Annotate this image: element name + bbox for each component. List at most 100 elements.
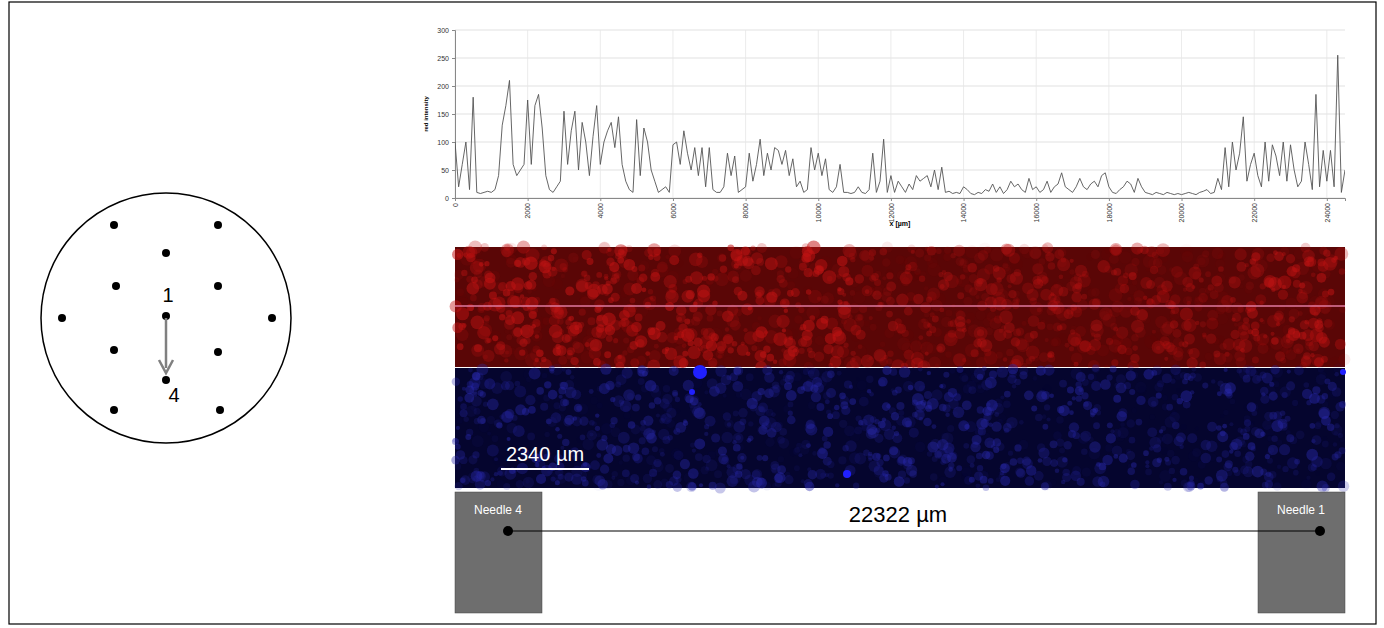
texture: [912, 299, 918, 305]
texture: [471, 344, 484, 357]
texture: [1187, 349, 1193, 355]
texture: [631, 425, 641, 435]
texture: [1069, 346, 1074, 351]
texture: [837, 256, 848, 267]
texture: [1314, 320, 1323, 329]
texture: [648, 289, 653, 294]
texture: [1162, 288, 1168, 294]
texture: [833, 331, 847, 345]
texture: [535, 334, 540, 339]
texture: [787, 290, 794, 297]
texture: [907, 244, 915, 252]
texture: [1004, 267, 1012, 275]
texture: [638, 264, 645, 271]
grid-line: [890, 30, 891, 198]
grid-line: [818, 30, 819, 198]
texture: [1280, 247, 1289, 256]
texture: [596, 324, 605, 333]
texture: [1129, 389, 1135, 395]
texture: [1127, 297, 1131, 301]
texture: [1296, 430, 1305, 439]
texture: [764, 330, 778, 344]
texture: [1172, 337, 1182, 347]
texture: [1251, 328, 1259, 336]
texture: [594, 475, 605, 486]
texture: [1067, 401, 1072, 406]
texture: [482, 350, 494, 362]
texture: [1301, 479, 1312, 490]
texture: [569, 316, 574, 321]
texture: [1058, 248, 1067, 257]
texture: [623, 337, 629, 343]
x-tick-mark: [600, 198, 601, 201]
texture: [944, 247, 951, 254]
profile-line: [455, 305, 1345, 307]
texture: [1286, 254, 1295, 263]
texture: [1287, 266, 1301, 280]
texture: [1258, 343, 1269, 354]
texture: [1302, 329, 1314, 341]
texture: [1292, 400, 1298, 406]
texture: [1204, 294, 1211, 301]
x-tick-label: 2000: [524, 203, 531, 219]
texture: [622, 350, 627, 355]
texture: [553, 402, 560, 409]
texture: [740, 270, 752, 282]
texture: [598, 353, 608, 363]
texture: [496, 303, 505, 312]
texture: [1173, 347, 1183, 357]
texture: [1110, 323, 1117, 330]
grid-line: [600, 30, 601, 198]
texture: [1048, 352, 1055, 359]
y-tick: 100: [437, 139, 455, 146]
texture: [953, 353, 966, 366]
texture: [525, 353, 539, 367]
texture: [1186, 357, 1197, 368]
texture: [618, 355, 622, 359]
texture: [1339, 306, 1346, 313]
texture: [618, 320, 626, 328]
texture: [544, 381, 551, 388]
y-tick: 250: [437, 55, 455, 62]
texture: [675, 455, 681, 461]
texture: [1303, 382, 1309, 388]
x-tick: 18000: [1106, 198, 1113, 222]
y-tick-mark: [452, 30, 455, 31]
texture: [657, 262, 668, 273]
texture: [723, 394, 727, 398]
texture: [1216, 456, 1222, 462]
texture: [631, 322, 642, 333]
texture: [1234, 248, 1246, 260]
texture: [1270, 336, 1284, 350]
texture: [549, 298, 555, 304]
x-tick-label: 16000: [1033, 203, 1040, 223]
texture: [1245, 263, 1249, 267]
texture: [920, 302, 931, 313]
texture: [511, 277, 524, 290]
texture: [838, 266, 849, 277]
texture: [1076, 396, 1082, 402]
needle-diagram: 14: [41, 193, 291, 443]
texture: [1286, 430, 1291, 435]
plot-marks: [455, 55, 1345, 194]
grid-line: [1254, 30, 1255, 198]
texture: [570, 375, 574, 379]
texture: [637, 366, 649, 378]
texture: [963, 443, 969, 449]
texture: [631, 266, 637, 272]
texture: [756, 258, 764, 266]
texture: [529, 311, 537, 319]
texture: [639, 273, 648, 282]
texture: [686, 319, 694, 327]
texture: [925, 246, 929, 250]
texture: [857, 380, 867, 390]
texture: [1094, 462, 1106, 474]
x-tick-label: 22000: [1251, 203, 1258, 223]
needle-dot: [268, 314, 276, 322]
texture: [1039, 352, 1049, 362]
texture: [869, 256, 874, 261]
texture: [782, 329, 793, 340]
needle-dot: [214, 282, 222, 290]
texture: [1232, 302, 1244, 314]
texture: [1042, 242, 1053, 253]
